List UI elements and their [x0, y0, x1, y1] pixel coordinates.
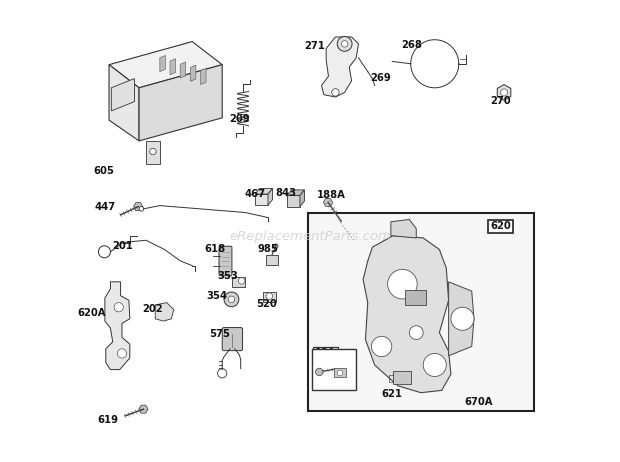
Polygon shape	[287, 190, 304, 195]
Text: 98A: 98A	[315, 348, 336, 359]
Text: 618: 618	[205, 244, 226, 255]
Text: 202: 202	[143, 304, 163, 314]
Polygon shape	[497, 85, 511, 100]
Circle shape	[99, 246, 110, 258]
Text: 621: 621	[382, 389, 403, 399]
Polygon shape	[133, 203, 143, 211]
Bar	[287, 195, 300, 207]
Circle shape	[266, 293, 273, 299]
Circle shape	[371, 336, 392, 357]
Circle shape	[342, 41, 348, 47]
Bar	[266, 255, 278, 265]
Text: 188A: 188A	[316, 190, 345, 200]
Text: 520: 520	[255, 299, 277, 309]
Circle shape	[139, 207, 144, 211]
Bar	[393, 371, 410, 384]
Text: 353: 353	[218, 271, 238, 281]
Circle shape	[273, 244, 278, 249]
FancyBboxPatch shape	[219, 246, 232, 276]
Polygon shape	[146, 141, 160, 164]
Polygon shape	[109, 65, 139, 141]
Circle shape	[316, 368, 323, 376]
Polygon shape	[139, 405, 148, 413]
Text: 447: 447	[95, 202, 116, 212]
Bar	[308, 213, 534, 411]
Circle shape	[228, 296, 235, 303]
Text: 268: 268	[401, 40, 422, 50]
Polygon shape	[391, 219, 416, 238]
Polygon shape	[255, 188, 273, 194]
Circle shape	[337, 36, 352, 51]
Polygon shape	[363, 236, 451, 393]
Polygon shape	[190, 65, 196, 81]
Text: 619: 619	[97, 415, 118, 426]
Polygon shape	[449, 282, 474, 356]
Bar	[334, 368, 346, 377]
Circle shape	[218, 369, 227, 378]
Bar	[255, 194, 268, 205]
Polygon shape	[170, 59, 175, 75]
Polygon shape	[160, 55, 166, 72]
Circle shape	[149, 148, 156, 155]
Polygon shape	[322, 37, 358, 97]
Bar	[312, 349, 356, 390]
Polygon shape	[109, 42, 222, 88]
Text: 209: 209	[229, 114, 250, 124]
Polygon shape	[139, 65, 222, 141]
Text: 620A: 620A	[78, 308, 106, 318]
Circle shape	[500, 89, 508, 96]
Text: 270: 270	[490, 96, 511, 106]
Text: 354: 354	[206, 291, 227, 301]
Polygon shape	[200, 68, 206, 85]
Polygon shape	[155, 303, 174, 321]
Text: 269: 269	[370, 73, 391, 83]
Circle shape	[224, 292, 239, 307]
Text: eReplacementParts.com: eReplacementParts.com	[229, 230, 391, 243]
Circle shape	[423, 353, 446, 377]
Circle shape	[388, 269, 417, 299]
Circle shape	[337, 370, 343, 376]
Polygon shape	[105, 282, 130, 370]
Polygon shape	[300, 190, 304, 207]
Text: 670A: 670A	[464, 397, 493, 407]
Polygon shape	[268, 188, 273, 205]
Text: 201: 201	[112, 241, 133, 251]
Text: 985: 985	[258, 243, 279, 254]
Polygon shape	[112, 79, 135, 111]
Text: 605: 605	[93, 166, 114, 176]
Text: 620: 620	[490, 221, 511, 231]
Bar	[405, 290, 425, 305]
Bar	[232, 277, 246, 287]
Circle shape	[332, 89, 339, 96]
FancyBboxPatch shape	[222, 328, 242, 351]
Text: 843: 843	[275, 188, 296, 198]
Polygon shape	[324, 198, 333, 207]
Circle shape	[238, 278, 245, 284]
Bar	[263, 292, 276, 302]
Circle shape	[451, 307, 474, 330]
Circle shape	[114, 303, 123, 312]
Text: 467: 467	[244, 188, 265, 199]
Text: 575: 575	[210, 328, 231, 339]
Polygon shape	[180, 62, 186, 78]
Circle shape	[409, 326, 423, 340]
Circle shape	[117, 349, 126, 358]
Text: 271: 271	[304, 41, 325, 51]
